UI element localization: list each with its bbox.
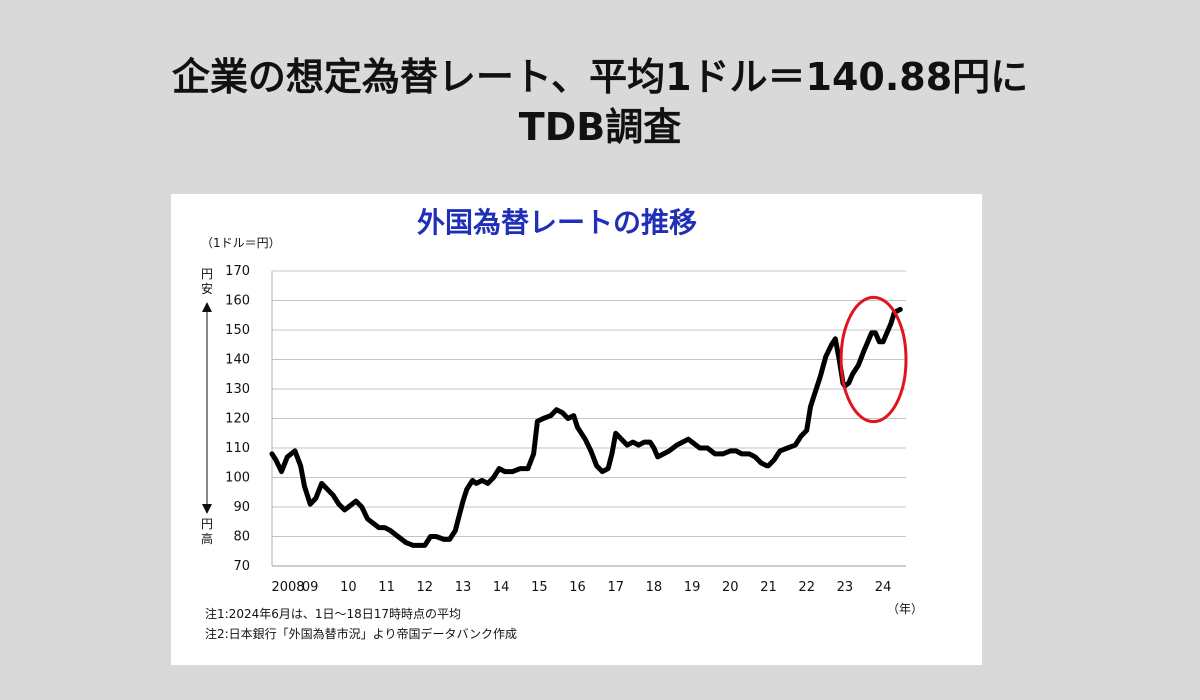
- headline-line1: 企業の想定為替レート、平均1ドル＝140.88円に: [171, 55, 1029, 99]
- y-tick-170: 170: [225, 264, 250, 279]
- gridlines: [271, 270, 906, 567]
- x-tick-16: 16: [569, 580, 586, 595]
- x-tick-09: 09: [302, 580, 319, 595]
- x-tick-17: 17: [607, 580, 624, 595]
- y-side-bottom-0: 円: [201, 517, 213, 531]
- y-tick-130: 130: [225, 382, 250, 397]
- y-side-arrow-up: [202, 302, 212, 312]
- x-tick-24: 24: [875, 580, 892, 595]
- series-line: [269, 306, 903, 548]
- x-tick-2008: 2008: [271, 580, 304, 595]
- y-tick-100: 100: [225, 471, 250, 486]
- unit-label: （1ドル＝円）: [201, 236, 281, 250]
- x-tick-15: 15: [531, 580, 548, 595]
- y-tick-150: 150: [225, 323, 250, 338]
- chart-panel: 外国為替レートの推移 （1ドル＝円） （年） 円安円高 170 160 150 140…: [171, 194, 982, 665]
- y-tick-80: 80: [233, 530, 250, 545]
- x-tick-19: 19: [684, 580, 701, 595]
- y-side-top-1: 安: [201, 281, 213, 296]
- y-tick-160: 160: [225, 294, 250, 309]
- chart-title: 外国為替レートの推移: [417, 206, 697, 239]
- x-tick-18: 18: [646, 580, 663, 595]
- y-tick-labels: 170 160 150 140 130 120 110 100 90 80 70: [225, 264, 250, 574]
- x-tick-22: 22: [798, 580, 815, 595]
- highlight-circle: [839, 295, 908, 424]
- y-tick-120: 120: [225, 412, 250, 427]
- x-unit-label: （年）: [887, 602, 923, 616]
- x-tick-20: 20: [722, 580, 739, 595]
- y-side-top-0: 円: [201, 267, 213, 281]
- note-2: 注2:日本銀行「外国為替市況」より帝国データバンク作成: [205, 627, 518, 641]
- x-tick-13: 13: [455, 580, 472, 595]
- headline: 企業の想定為替レート、平均1ドル＝140.88円に TDB調査: [0, 52, 1200, 152]
- headline-line2: TDB調査: [518, 105, 682, 149]
- note-1: 注1:2024年6月は、1日～18日17時時点の平均: [205, 607, 462, 621]
- x-tick-10: 10: [340, 580, 357, 595]
- x-tick-21: 21: [760, 580, 777, 595]
- x-tick-14: 14: [493, 580, 510, 595]
- x-tick-12: 12: [416, 580, 433, 595]
- x-tick-23: 23: [837, 580, 854, 595]
- y-tick-90: 90: [233, 500, 250, 515]
- y-side-arrow-down: [202, 504, 212, 514]
- y-tick-140: 140: [225, 353, 250, 368]
- y-tick-110: 110: [225, 441, 250, 456]
- x-tick-11: 11: [378, 580, 395, 595]
- y-side-bottom-1: 高: [201, 531, 213, 546]
- y-tick-70: 70: [233, 559, 250, 574]
